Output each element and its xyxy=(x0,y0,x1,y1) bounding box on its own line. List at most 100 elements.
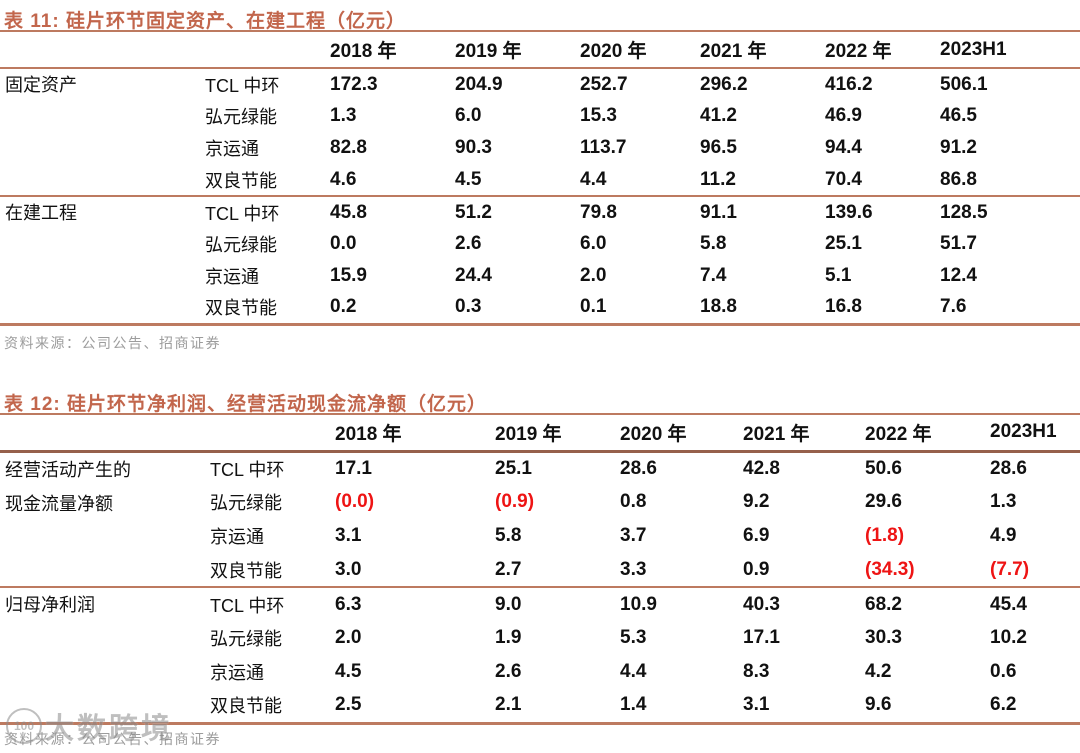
company-name: TCL 中环 xyxy=(205,203,280,224)
value-cell: 5.8 xyxy=(700,233,727,254)
value-cell: 40.3 xyxy=(743,593,780,615)
value-cell: 30.3 xyxy=(865,627,902,648)
value-cell: 128.5 xyxy=(940,201,988,223)
column-header-2018: 2018 年 xyxy=(335,423,402,445)
value-cell: 15.3 xyxy=(580,105,617,126)
value-cell: 4.4 xyxy=(620,661,647,682)
value-cell: 172.3 xyxy=(330,73,378,95)
table-row: 弘元绿能 2.0 1.9 5.3 17.1 30.3 10.2 xyxy=(0,621,1080,655)
value-cell: 5.3 xyxy=(620,627,647,648)
value-cell: 50.6 xyxy=(865,457,902,479)
table-row: 固定资产 TCL 中环 172.3 204.9 252.7 296.2 416.2 506.1 xyxy=(0,68,1080,100)
value-cell: 17.1 xyxy=(335,457,372,479)
value-cell: 5.1 xyxy=(825,265,852,286)
value-cell: 0.8 xyxy=(620,491,647,512)
company-name: 双良节能 xyxy=(210,696,282,717)
table11-title: 表 11: 硅片环节固定资产、在建工程（亿元） xyxy=(4,11,406,32)
value-cell: 3.7 xyxy=(620,525,647,546)
value-cell: 24.4 xyxy=(455,265,492,286)
company-name: TCL 中环 xyxy=(210,459,285,480)
section-label: 固定资产 xyxy=(5,75,77,95)
value-cell: 7.4 xyxy=(700,265,727,286)
company-name: 双良节能 xyxy=(205,298,277,319)
table-row: 弘元绿能 0.0 2.6 6.0 5.8 25.1 51.7 xyxy=(0,228,1080,260)
value-cell: 68.2 xyxy=(865,593,902,615)
table-row: 双良节能 0.2 0.3 0.1 18.8 16.8 7.6 xyxy=(0,292,1080,324)
value-cell: 2.5 xyxy=(335,694,362,716)
value-cell: 9.6 xyxy=(865,694,892,716)
value-cell: 2.0 xyxy=(580,265,607,286)
value-cell: 91.1 xyxy=(700,201,737,223)
table11-header-row: 2018 年 2019 年 2020 年 2021 年 2022 年 2023H… xyxy=(0,32,1080,68)
value-cell: 6.2 xyxy=(990,694,1017,716)
value-cell: 91.2 xyxy=(940,137,977,158)
header-spacer xyxy=(205,415,330,451)
company-name: 弘元绿能 xyxy=(205,107,277,127)
value-cell: 4.2 xyxy=(865,661,892,682)
value-cell: 6.9 xyxy=(743,525,770,546)
value-cell: 9.2 xyxy=(743,491,770,512)
table-row: 双良节能 2.5 2.1 1.4 3.1 9.6 6.2 xyxy=(0,689,1080,723)
value-cell: 10.9 xyxy=(620,593,657,615)
column-header-2020: 2020 年 xyxy=(620,423,687,445)
company-name: 双良节能 xyxy=(205,170,277,191)
value-cell: 5.8 xyxy=(495,525,522,546)
table-row: 弘元绿能 1.3 6.0 15.3 41.2 46.9 46.5 xyxy=(0,100,1080,132)
section-label: 在建工程 xyxy=(5,203,77,223)
header-spacer xyxy=(0,415,205,451)
value-cell: 204.9 xyxy=(455,73,503,95)
table12-title-rule xyxy=(0,413,1080,415)
value-cell: 28.6 xyxy=(990,457,1027,479)
column-header-2022: 2022 年 xyxy=(865,423,932,445)
value-cell: 12.4 xyxy=(940,265,977,286)
value-cell: 2.0 xyxy=(335,627,362,648)
value-cell: 94.4 xyxy=(825,137,862,158)
column-header-2022: 2022 年 xyxy=(825,41,892,62)
value-cell: 3.1 xyxy=(335,525,362,546)
value-cell: 4.5 xyxy=(455,168,482,190)
value-cell: 0.3 xyxy=(455,296,482,318)
value-cell: 86.8 xyxy=(940,168,977,190)
company-name: 京运通 xyxy=(210,527,264,547)
value-cell: 7.6 xyxy=(940,296,967,318)
value-cell: 96.5 xyxy=(700,137,737,158)
value-cell: 296.2 xyxy=(700,73,748,95)
column-header-2021: 2021 年 xyxy=(700,41,767,62)
header-spacer xyxy=(200,32,325,68)
company-name: 弘元绿能 xyxy=(210,493,282,513)
column-header-2018: 2018 年 xyxy=(330,41,397,62)
company-name: TCL 中环 xyxy=(205,75,280,96)
table-row: 归母净利润 TCL 中环 6.3 9.0 10.9 40.3 68.2 45.4 xyxy=(0,587,1080,621)
value-cell: (34.3) xyxy=(865,558,915,580)
value-cell: 11.2 xyxy=(700,168,736,190)
value-cell: (0.9) xyxy=(495,491,535,512)
value-cell: 6.3 xyxy=(335,593,362,615)
value-cell: 1.3 xyxy=(990,491,1017,512)
value-cell: 4.9 xyxy=(990,525,1017,546)
value-cell: 17.1 xyxy=(743,627,780,648)
value-cell: 1.9 xyxy=(495,627,522,648)
value-cell: 113.7 xyxy=(580,137,627,158)
value-cell: 0.6 xyxy=(990,661,1017,682)
company-name: 弘元绿能 xyxy=(205,235,277,255)
value-cell: 15.9 xyxy=(330,265,367,286)
value-cell: 6.0 xyxy=(455,105,482,126)
table12: 2018 年 2019 年 2020 年 2021 年 2022 年 2023H… xyxy=(0,415,1080,725)
value-cell: 82.8 xyxy=(330,137,367,158)
column-header-2021: 2021 年 xyxy=(743,423,810,445)
value-cell: 0.9 xyxy=(743,558,770,580)
company-name: TCL 中环 xyxy=(210,595,285,616)
table-row: 京运通 82.8 90.3 113.7 96.5 94.4 91.2 xyxy=(0,132,1080,164)
value-cell: 6.0 xyxy=(580,233,607,254)
table-row: 经营活动产生的 现金流量净额 TCL 中环 17.1 25.1 28.6 42.8 50.6 2… xyxy=(0,451,1080,514)
value-cell: 3.0 xyxy=(335,558,362,580)
section-label: 归母净利润 xyxy=(5,595,95,615)
value-cell: 42.8 xyxy=(743,457,780,479)
value-cell: 4.4 xyxy=(580,168,607,190)
company-name: 京运通 xyxy=(210,663,264,683)
table-row: 京运通 3.1 5.8 3.7 6.9 (1.8) 4.9 xyxy=(0,519,1080,553)
table-row: 在建工程 TCL 中环 45.8 51.2 79.8 91.1 139.6 128.5 xyxy=(0,196,1080,228)
value-cell: 416.2 xyxy=(825,73,873,95)
column-header-2023h1: 2023H1 xyxy=(990,421,1057,443)
value-cell: 79.8 xyxy=(580,201,617,223)
